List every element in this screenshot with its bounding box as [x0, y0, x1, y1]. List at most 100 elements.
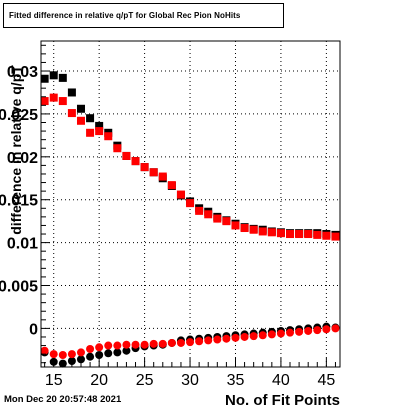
axes: 15 20 25 30 35 40 45 0 0.005 0.01 0.015 0.02 0.025 0.… — [0, 40, 341, 389]
data-point — [113, 144, 122, 153]
data-point — [258, 227, 267, 236]
data-point — [76, 104, 85, 113]
data-point — [204, 336, 213, 345]
data-point — [40, 346, 49, 355]
data-point — [67, 350, 76, 359]
data-point — [149, 168, 158, 177]
x-tick-label: 30 — [181, 372, 199, 389]
y-tick-label: 0.015 — [0, 193, 38, 210]
data-point — [95, 121, 104, 130]
data-point — [213, 335, 222, 344]
x-axis-label: No. of Fit Points — [225, 392, 340, 409]
data-point — [58, 73, 67, 82]
x-tick-label: 20 — [90, 372, 108, 389]
data-point — [76, 116, 85, 125]
chart-title-box: Fitted difference in relative q/pT for G… — [3, 3, 284, 28]
data-points — [40, 71, 340, 368]
data-point — [267, 228, 276, 237]
x-tick-label: 15 — [45, 372, 63, 389]
data-point — [76, 348, 85, 357]
data-point — [49, 350, 58, 359]
data-point — [249, 332, 258, 341]
data-point — [86, 352, 95, 361]
data-point — [167, 181, 176, 190]
chart-title: Fitted difference in relative q/pT for G… — [9, 11, 241, 20]
data-point — [322, 325, 331, 334]
data-point — [104, 341, 113, 350]
data-point — [313, 230, 322, 239]
data-point — [86, 344, 95, 353]
data-point — [158, 172, 167, 181]
data-point — [331, 232, 340, 241]
data-point — [304, 326, 313, 335]
x-tick-label: 45 — [317, 372, 335, 389]
data-point — [304, 230, 313, 239]
data-point — [95, 343, 104, 352]
data-point — [258, 331, 267, 340]
data-point — [140, 163, 149, 172]
data-point — [86, 114, 95, 123]
y-axis-label: difference in relative q/pT — [8, 65, 24, 235]
data-point — [58, 350, 67, 359]
data-point — [186, 199, 195, 208]
data-point — [176, 338, 185, 347]
y-tick-label: 0.025 — [0, 107, 38, 124]
data-point — [167, 338, 176, 347]
data-point — [286, 328, 295, 337]
data-point — [49, 93, 58, 102]
y-tick-label: 0.005 — [0, 279, 38, 296]
data-point — [331, 324, 340, 333]
data-point — [76, 355, 85, 364]
data-point — [122, 346, 131, 355]
data-point — [276, 329, 285, 338]
data-point — [276, 229, 285, 238]
data-point — [176, 190, 185, 199]
data-point — [158, 339, 167, 348]
data-point — [67, 109, 76, 118]
data-point — [231, 221, 240, 230]
timestamp: Mon Dec 20 20:57:48 2021 — [4, 394, 122, 405]
data-point — [122, 340, 131, 349]
data-point — [149, 339, 158, 348]
data-point — [104, 132, 113, 141]
data-point — [195, 337, 204, 346]
data-point — [286, 230, 295, 239]
y-tick-label: 0 — [29, 321, 38, 338]
data-point — [186, 338, 195, 347]
y-tick-label: 0.01 — [7, 236, 38, 253]
data-point — [131, 157, 140, 166]
data-point — [49, 71, 58, 80]
data-point — [86, 128, 95, 137]
data-point — [249, 225, 258, 234]
data-point — [131, 340, 140, 349]
data-point — [122, 151, 131, 160]
data-point — [58, 97, 67, 106]
data-point — [67, 356, 76, 365]
data-point — [313, 326, 322, 335]
data-point — [95, 127, 104, 136]
data-point — [40, 74, 49, 83]
data-point — [113, 341, 122, 350]
data-point — [95, 350, 104, 359]
x-tick-label: 25 — [136, 372, 154, 389]
data-point — [295, 327, 304, 336]
x-tick-label: 40 — [272, 372, 290, 389]
data-point — [240, 224, 249, 233]
data-point — [104, 349, 113, 358]
x-tick-label: 35 — [227, 372, 245, 389]
data-point — [322, 231, 331, 240]
data-point — [113, 348, 122, 357]
data-point — [240, 332, 249, 341]
y-tick-label: 0.02 — [7, 150, 38, 167]
data-point — [295, 230, 304, 239]
data-point — [213, 214, 222, 223]
data-point — [195, 206, 204, 215]
data-point — [140, 340, 149, 349]
y-tick-label: 0.03 — [7, 64, 38, 81]
data-point — [40, 97, 49, 106]
data-point — [67, 88, 76, 97]
data-point — [231, 333, 240, 342]
data-point — [267, 330, 276, 339]
data-point — [204, 210, 213, 219]
